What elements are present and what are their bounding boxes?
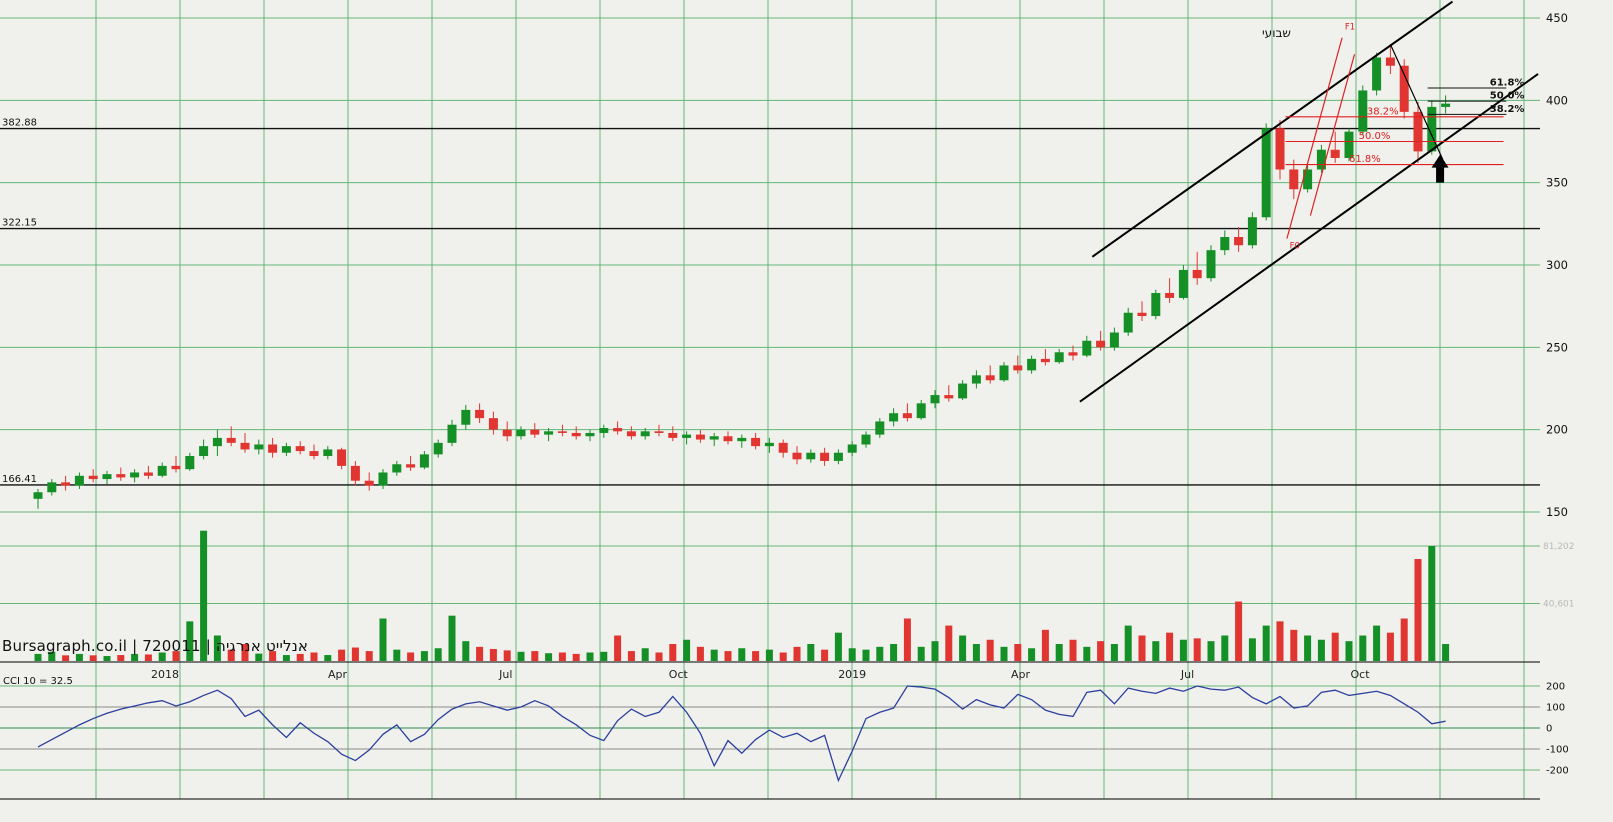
cci-gridlines <box>0 685 1540 771</box>
cci-indicator-label: CCI 10 = 32.5 <box>3 676 73 687</box>
price-tick-label: 350 <box>1546 176 1568 190</box>
cci-tick-label: -100 <box>1546 745 1569 756</box>
reference-price-label: 382.88 <box>2 118 37 129</box>
fib-black-label: 61.8% <box>1490 77 1525 88</box>
fib-red-label: 38.2% <box>1367 106 1399 117</box>
fib-red-label: 50.0% <box>1359 131 1391 142</box>
price-tick-label: 250 <box>1546 340 1568 354</box>
price-tick-label: 450 <box>1546 11 1568 25</box>
fib-black-label: 38.2% <box>1490 104 1525 115</box>
fib-black-label: 50.0% <box>1490 91 1525 102</box>
point-label-f1: F1 <box>1345 23 1355 33</box>
time-tick-label: 2018 <box>151 668 179 681</box>
price-gridlines <box>0 17 1540 513</box>
axis-labels: 450 400 350 300 250 200 150 2018 Apr Jul Oct 2019 Ap… <box>151 11 1575 777</box>
cci-line <box>37 685 1446 783</box>
point-label-f0: F0 <box>1290 242 1300 252</box>
time-tick-label: 2019 <box>838 668 866 681</box>
cci-series <box>37 685 1446 783</box>
time-tick-label: Oct <box>1351 668 1371 681</box>
fibonacci-black: 61.8% 50.0% 38.2% <box>1427 77 1525 115</box>
volume-series <box>34 530 1450 661</box>
candlestick-series <box>33 44 1451 509</box>
volume-tick-label: 81,202 <box>1543 542 1575 552</box>
time-tick-label: Jul <box>1180 668 1194 681</box>
trendline-fib-base-f0-f1 <box>1286 37 1343 239</box>
price-tick-label: 300 <box>1546 258 1568 272</box>
volume-gridlines <box>0 545 1540 604</box>
reference-price-label: 322.15 <box>2 218 37 229</box>
trendline-red-trend-2 <box>1309 54 1356 216</box>
trendlines <box>1079 0 1539 403</box>
cci-tick-label: 0 <box>1546 724 1552 735</box>
trendline-decline-line <box>1389 44 1444 160</box>
reference-price-label: 166.41 <box>2 474 37 485</box>
timeframe-label: שבועי <box>1262 26 1291 40</box>
cci-tick-label: -200 <box>1546 766 1569 777</box>
time-tick-label: Oct <box>669 668 689 681</box>
pane-separators <box>0 661 1540 800</box>
trendline-channel-lower <box>1079 73 1539 403</box>
fibonacci-red: 38.2% 50.0% 61.8% <box>1285 106 1504 166</box>
fib-red-label: 61.8% <box>1349 154 1381 165</box>
point-labels: F1 F0 <box>1290 23 1356 252</box>
time-tick-label: Jul <box>498 668 512 681</box>
volume-tick-label: 40,601 <box>1543 600 1575 610</box>
price-tick-label: 150 <box>1546 505 1568 519</box>
time-tick-label: Apr <box>328 668 348 681</box>
cci-tick-label: 200 <box>1546 682 1565 693</box>
cci-tick-label: 100 <box>1546 703 1565 714</box>
arrow-annotation <box>1431 154 1449 183</box>
price-tick-label: 200 <box>1546 423 1568 437</box>
trendline-channel-upper <box>1091 0 1454 258</box>
up-arrow-icon <box>1431 154 1449 183</box>
time-tick-label: Apr <box>1011 668 1031 681</box>
vertical-gridlines <box>95 0 1525 799</box>
watermark: Bursagraph.co.il | 720011 | אנלייט אנרגי… <box>2 637 309 655</box>
price-tick-label: 400 <box>1546 93 1568 107</box>
